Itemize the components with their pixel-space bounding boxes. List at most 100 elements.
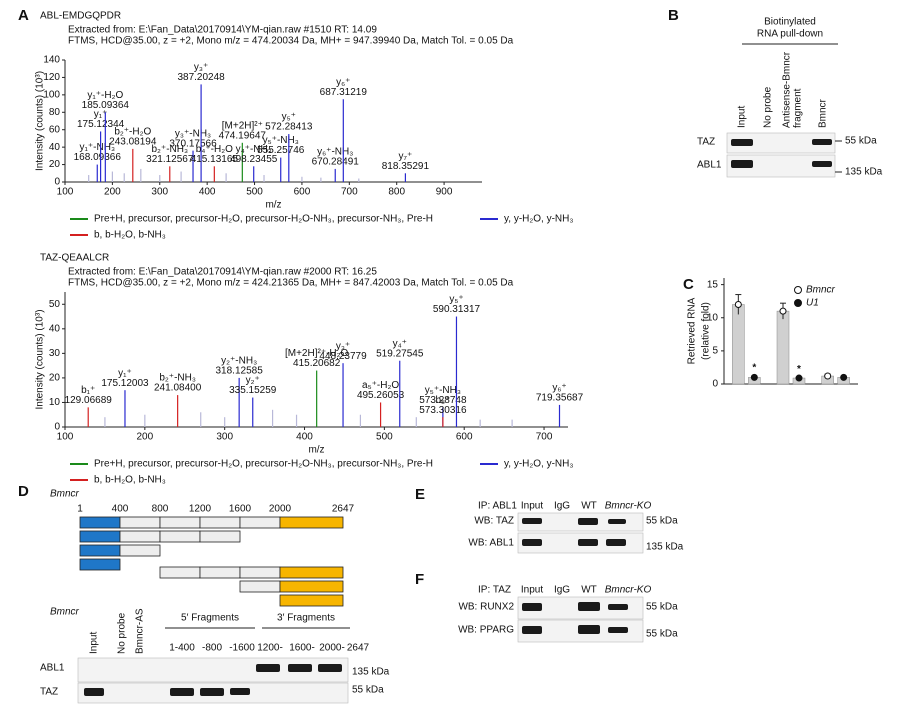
peak-mz: 318.12585	[216, 366, 264, 377]
peak-mz: 168.09366	[74, 152, 122, 163]
band	[812, 139, 832, 145]
y-tick-label: 40	[49, 323, 61, 334]
panel-letter: C	[683, 276, 694, 293]
lane-label: Input	[89, 632, 100, 654]
lane-label: Bmncr-KO	[605, 501, 652, 512]
x-tick-label: 100	[57, 187, 74, 198]
legend-label: y, y-H₂O, y-NH₃	[504, 214, 573, 225]
lane-label: Antisense-Bmncr	[782, 51, 793, 128]
y-axis-label: Intensity (counts) (10³)	[35, 71, 46, 171]
x-tick-label: 200	[104, 187, 121, 198]
blot-b-taz	[726, 132, 836, 154]
peak-ion: [M+2H]²⁺	[222, 120, 263, 131]
position-label: 1	[77, 504, 83, 515]
peak-ion: b₄⁺-H₂O	[196, 144, 233, 155]
lane-label: Input	[521, 501, 543, 512]
fragment-label: 1600-	[289, 643, 315, 654]
bar	[776, 310, 790, 385]
peak-ion: y₁⁺	[94, 109, 108, 120]
point	[824, 372, 832, 380]
spectrum-info: FTMS, HCD@35.00, z = +2, Mono m/z = 474.…	[68, 36, 514, 47]
legend-swatch	[794, 299, 802, 307]
x-tick-label: 400	[296, 432, 313, 443]
point	[840, 373, 848, 381]
lane-label: Bmncr-AS	[135, 608, 146, 654]
lane-label: WT	[581, 585, 597, 596]
peak-mz: 241.08400	[154, 383, 202, 394]
band	[522, 626, 542, 634]
fragment-label: 1-400	[169, 643, 195, 654]
peak-ion: y₅⁺-NH₃	[425, 385, 461, 396]
panel-letter: E	[415, 486, 425, 503]
lane-label: IgG	[554, 501, 570, 512]
y-tick-label: 80	[49, 107, 61, 118]
x-axis-label: m/z	[308, 445, 324, 456]
peak-mz: 590.31317	[433, 304, 481, 315]
panel-letter: B	[668, 7, 679, 24]
legend-label: b, b-H₂O, b-NH₃	[94, 230, 166, 241]
band	[606, 539, 626, 546]
spectrum-info: Extracted from: E:\Fan_Data\20170914\YM-…	[68, 25, 377, 36]
x-tick-label: 800	[388, 187, 405, 198]
band	[522, 539, 542, 546]
fragment-map	[79, 516, 344, 607]
band	[200, 688, 224, 696]
band	[256, 664, 280, 672]
marker-label: 55 kDa	[646, 629, 678, 640]
y-tick-label: 5	[712, 346, 718, 357]
band	[288, 664, 312, 672]
row-label: TAZ	[697, 137, 715, 148]
header: Biotinylated	[764, 17, 816, 28]
peak-mz: 335.15259	[229, 385, 277, 396]
peak-mz: 495.26053	[357, 390, 405, 401]
band	[578, 602, 600, 611]
marker-label: 55 kDa	[352, 685, 384, 696]
x-tick-label: 700	[536, 432, 553, 443]
fragment-label: -1600	[229, 643, 255, 654]
band	[731, 139, 753, 146]
y-tick-label: 0	[54, 422, 60, 433]
y-tick-label: 15	[707, 279, 719, 290]
panel-letter: F	[415, 571, 424, 588]
band	[608, 604, 628, 610]
spectrum-info: FTMS, HCD@35.00, z = +2, Mono m/z = 424.…	[68, 278, 514, 289]
band	[318, 664, 342, 672]
x-tick-label: 600	[294, 187, 311, 198]
lane-label: IgG	[554, 585, 570, 596]
peak-mz: 555.25746	[257, 145, 305, 156]
y-tick-label: 10	[707, 312, 719, 323]
band	[578, 625, 600, 634]
peak-ion: y₁⁺	[118, 368, 132, 379]
panel-letter: A	[18, 7, 29, 24]
peak-ion: b₂⁺-NH₃	[151, 144, 188, 155]
lane-label: No probe	[117, 612, 128, 654]
band	[170, 688, 194, 696]
x-tick-label: 300	[151, 187, 168, 198]
position-label: 400	[112, 504, 129, 515]
significance: *	[797, 364, 801, 375]
peak-ion: y₁⁺-NH₃	[80, 142, 116, 153]
x-tick-label: 400	[199, 187, 216, 198]
legend-label: b, b-H₂O, b-NH₃	[94, 475, 166, 486]
lane-label: Bmncr-KO	[605, 585, 652, 596]
row-label: TAZ	[40, 687, 58, 698]
peak-ion: y₅⁺	[449, 294, 463, 305]
legend-label: Pre+H, precursor, precursor-H₂O, precurs…	[94, 459, 433, 470]
band	[578, 539, 598, 546]
peak-mz: 687.31219	[320, 87, 368, 98]
peak-mz: 175.12344	[77, 119, 125, 130]
band	[578, 518, 598, 525]
band	[522, 518, 542, 524]
row-label: ABL1	[697, 160, 722, 171]
band	[608, 519, 626, 524]
y-tick-label: 0	[54, 177, 60, 188]
lane-label: Bmncr	[818, 98, 829, 128]
y-tick-label: 100	[43, 89, 60, 100]
peak-ion: b₂⁺-H₂O	[114, 127, 151, 138]
fragment-label: 2647	[347, 643, 370, 654]
y-tick-label: 20	[49, 159, 61, 170]
peak-ion: y₃⁺	[336, 341, 350, 352]
peak-ion: y₂⁺	[246, 375, 260, 386]
y-axis-label: Intensity (counts) (10³)	[35, 309, 46, 409]
